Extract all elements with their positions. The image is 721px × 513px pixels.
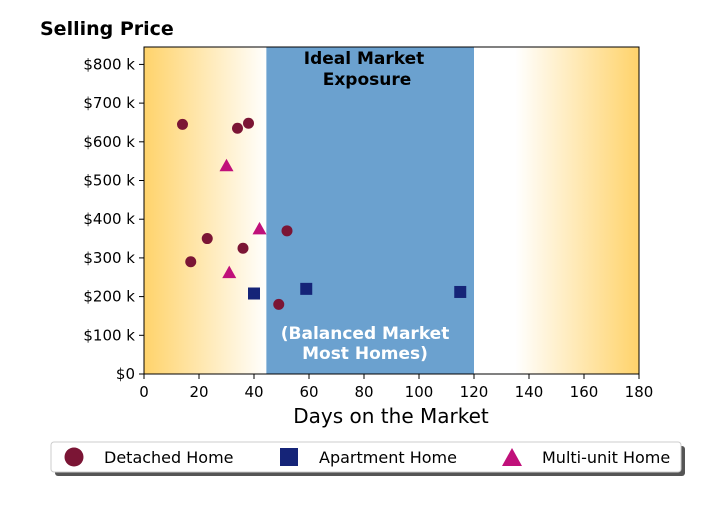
band-top-label: Ideal Market Exposure — [304, 49, 430, 90]
y-tick-label: $400 k — [83, 210, 135, 228]
data-point-circle-1 — [177, 118, 188, 130]
data-point-triangle-3 — [252, 221, 267, 235]
band-bottom-label-line-1: (Balanced Market — [281, 324, 450, 344]
data-point-triangle-1 — [219, 158, 234, 172]
x-tick-label: 60 — [299, 383, 318, 401]
x-tick-label: 120 — [460, 383, 489, 401]
legend-label: Detached Home — [104, 448, 234, 467]
y-tick-label: $100 k — [83, 326, 135, 344]
x-tick-label: 180 — [625, 383, 654, 401]
data-point-square-2 — [300, 282, 313, 295]
legend-label: Multi-unit Home — [542, 448, 670, 467]
legend: Detached Home Apartment Home Multi-unit Ho… — [50, 441, 685, 476]
data-point-triangle-2 — [222, 265, 237, 279]
plot-frame — [143, 46, 640, 375]
y-tick-label: $800 k — [83, 55, 135, 73]
x-tick-label: 100 — [405, 383, 434, 401]
data-point-circle-3 — [201, 233, 213, 245]
chart-title: Selling Price — [40, 18, 174, 40]
data-point-square-1 — [248, 287, 260, 300]
legend-marker-square — [280, 448, 298, 466]
y-tick-label: $600 k — [83, 133, 135, 151]
x-tick-label: 140 — [515, 383, 544, 401]
legend-box — [50, 441, 682, 473]
band-top-label-line-2: Exposure — [323, 70, 412, 90]
legend-items: Detached Home Apartment Home Multi-unit Ho… — [64, 447, 670, 467]
legend-marker-triangle — [502, 448, 522, 466]
legend-marker-circle — [64, 447, 84, 467]
x-tick-label: 160 — [570, 383, 599, 401]
data-point-circle-7 — [273, 298, 285, 310]
y-tick-label: $500 k — [83, 172, 135, 190]
band-bottom-label-line-2: Most Homes) — [302, 344, 428, 364]
data-point-circle-4 — [232, 122, 243, 134]
legend-label: Apartment Home — [319, 448, 457, 467]
y-tick-label: $200 k — [83, 288, 135, 306]
data-markers — [177, 117, 467, 310]
y-axis: $0 $100 k $200 k $300 k $400 k $500 k $600 k $7… — [83, 55, 144, 383]
band-top-label-line-1: Ideal Market — [304, 49, 425, 69]
y-tick-label: $300 k — [83, 249, 135, 267]
y-tick-label: $0 — [116, 365, 135, 383]
data-point-circle-5 — [237, 242, 249, 254]
x-axis: 0 20 40 60 80 100 120 140 160 180 — [139, 374, 653, 401]
data-point-circle-8 — [281, 225, 293, 237]
y-tick-label: $700 k — [83, 94, 135, 112]
x-tick-label: 0 — [139, 383, 149, 401]
x-tick-label: 80 — [354, 383, 373, 401]
ideal-market-band — [266, 47, 474, 374]
data-point-circle-6 — [243, 117, 254, 129]
x-tick-label: 20 — [189, 383, 208, 401]
data-point-square-3 — [454, 285, 467, 298]
x-tick-label: 40 — [244, 383, 263, 401]
x-axis-label: Days on the Market — [293, 404, 489, 428]
band-bottom-label: (Balanced Market Most Homes) — [281, 324, 456, 364]
data-point-circle-2 — [185, 256, 197, 268]
